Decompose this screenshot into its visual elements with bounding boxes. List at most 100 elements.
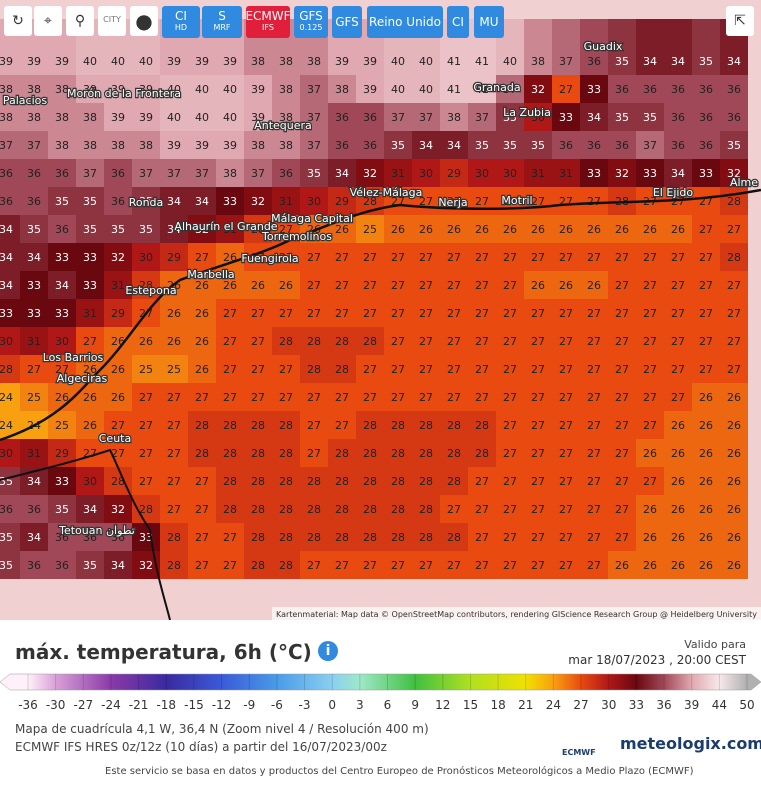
temperature-label: 26 <box>727 531 741 544</box>
temperature-cell <box>0 75 20 103</box>
temperature-cell <box>104 243 132 271</box>
temperature-label: 27 <box>587 251 601 264</box>
temperature-label: 36 <box>55 223 69 236</box>
temperature-cell <box>244 271 272 299</box>
temperature-cell <box>664 243 692 271</box>
temperature-label: 27 <box>139 419 153 432</box>
temperature-cell <box>720 243 748 271</box>
temperature-cell <box>608 523 636 551</box>
temperature-cell <box>384 327 412 355</box>
info-icon[interactable]: i <box>318 641 338 661</box>
temperature-label: 27 <box>447 307 461 320</box>
temperature-label: 28 <box>251 559 265 572</box>
temperature-label: 28 <box>279 559 293 572</box>
coastline <box>0 188 761 442</box>
temperature-cell <box>328 243 356 271</box>
temperature-cell <box>20 551 48 579</box>
colorbar-tick-label: -30 <box>46 698 66 712</box>
toolbar-button[interactable]: GFS 0.125 <box>294 6 328 38</box>
temperature-label: 27 <box>587 307 601 320</box>
toolbar-button[interactable]: CI <box>447 6 469 38</box>
temperature-label: 40 <box>419 55 433 68</box>
temperature-cell <box>552 271 580 299</box>
footer: Este servicio se basa en datos y product… <box>105 766 694 777</box>
toolbar-button[interactable]: ECMWF IFS <box>245 6 291 38</box>
temperature-cell <box>468 355 496 383</box>
temperature-cell <box>636 299 664 327</box>
temperature-cell <box>104 75 132 103</box>
temperature-cell <box>300 523 328 551</box>
reload-icon[interactable]: ↻ <box>4 6 32 36</box>
temperature-cell <box>552 467 580 495</box>
toolbar-button[interactable]: Reino Unido <box>367 6 443 38</box>
temperature-cell <box>272 159 300 187</box>
temperature-label: 34 <box>55 279 69 292</box>
temperature-label: 27 <box>587 447 601 460</box>
temperature-cell <box>356 467 384 495</box>
temperature-cell <box>356 131 384 159</box>
temperature-label: 30 <box>503 167 517 180</box>
temperature-cell <box>384 523 412 551</box>
temperature-cell <box>440 327 468 355</box>
temperature-cell <box>244 523 272 551</box>
temperature-cell <box>160 159 188 187</box>
toolbar-button[interactable]: GFS <box>332 6 362 38</box>
temperature-label: 28 <box>363 475 377 488</box>
temperature-label: 37 <box>307 83 321 96</box>
temperature-label: 27 <box>559 503 573 516</box>
button-label: GFS <box>335 15 359 29</box>
temperature-label: 36 <box>111 167 125 180</box>
temperature-cell <box>188 327 216 355</box>
temperature-cell <box>328 131 356 159</box>
temperature-label: 38 <box>279 139 293 152</box>
city-toggle[interactable]: CITY <box>98 6 126 36</box>
temperature-label: 28 <box>419 447 433 460</box>
temperature-label: 27 <box>391 307 405 320</box>
temperature-cell <box>468 439 496 467</box>
toolbar-button[interactable]: CI HD <box>162 6 200 38</box>
dot-toggle[interactable]: ● <box>130 6 158 36</box>
temperature-cell <box>160 327 188 355</box>
temperature-cell <box>524 131 552 159</box>
temperature-label: 28 <box>419 475 433 488</box>
temperature-cell <box>328 355 356 383</box>
temperature-cell <box>160 551 188 579</box>
temperature-label: 27 <box>475 251 489 264</box>
colorbar-tick-label: -12 <box>212 698 232 712</box>
temperature-cell <box>104 187 132 215</box>
temperature-cell <box>300 411 328 439</box>
temperature-label: 40 <box>111 55 125 68</box>
temperature-label: 25 <box>167 363 181 376</box>
toolbar-button[interactable]: MU <box>474 6 504 38</box>
temperature-cell <box>468 215 496 243</box>
temperature-label: 27 <box>475 559 489 572</box>
temperature-label: 29 <box>55 447 69 460</box>
temperature-label: 27 <box>503 419 517 432</box>
temperature-label: 36 <box>55 559 69 572</box>
temperature-label: 27 <box>139 475 153 488</box>
temperature-label: 34 <box>195 195 209 208</box>
toolbar-button[interactable]: S MRF <box>202 6 242 38</box>
temperature-label: 27 <box>251 335 265 348</box>
temperature-label: 28 <box>167 531 181 544</box>
temperature-label: 33 <box>55 307 69 320</box>
temperature-label: 26 <box>559 223 573 236</box>
temperature-label: 36 <box>27 559 41 572</box>
temperature-cell <box>300 467 328 495</box>
temperature-cell <box>636 495 664 523</box>
temperature-cell <box>300 187 328 215</box>
temperature-cell <box>692 523 720 551</box>
zoom-icon[interactable]: ⚲ <box>66 6 94 36</box>
temperature-label: 39 <box>0 55 13 68</box>
temperature-label: 28 <box>307 475 321 488</box>
location-icon[interactable]: ⌖ <box>34 6 62 36</box>
temperature-label: 28 <box>391 503 405 516</box>
temperature-label: 37 <box>139 167 153 180</box>
temperature-label: 28 <box>335 475 349 488</box>
share-icon[interactable]: ⇱ <box>726 6 754 36</box>
temperature-label: 28 <box>335 363 349 376</box>
temperature-label: 26 <box>167 335 181 348</box>
temperature-cell <box>272 495 300 523</box>
colorbar-strip <box>0 673 761 691</box>
temperature-cell <box>328 551 356 579</box>
